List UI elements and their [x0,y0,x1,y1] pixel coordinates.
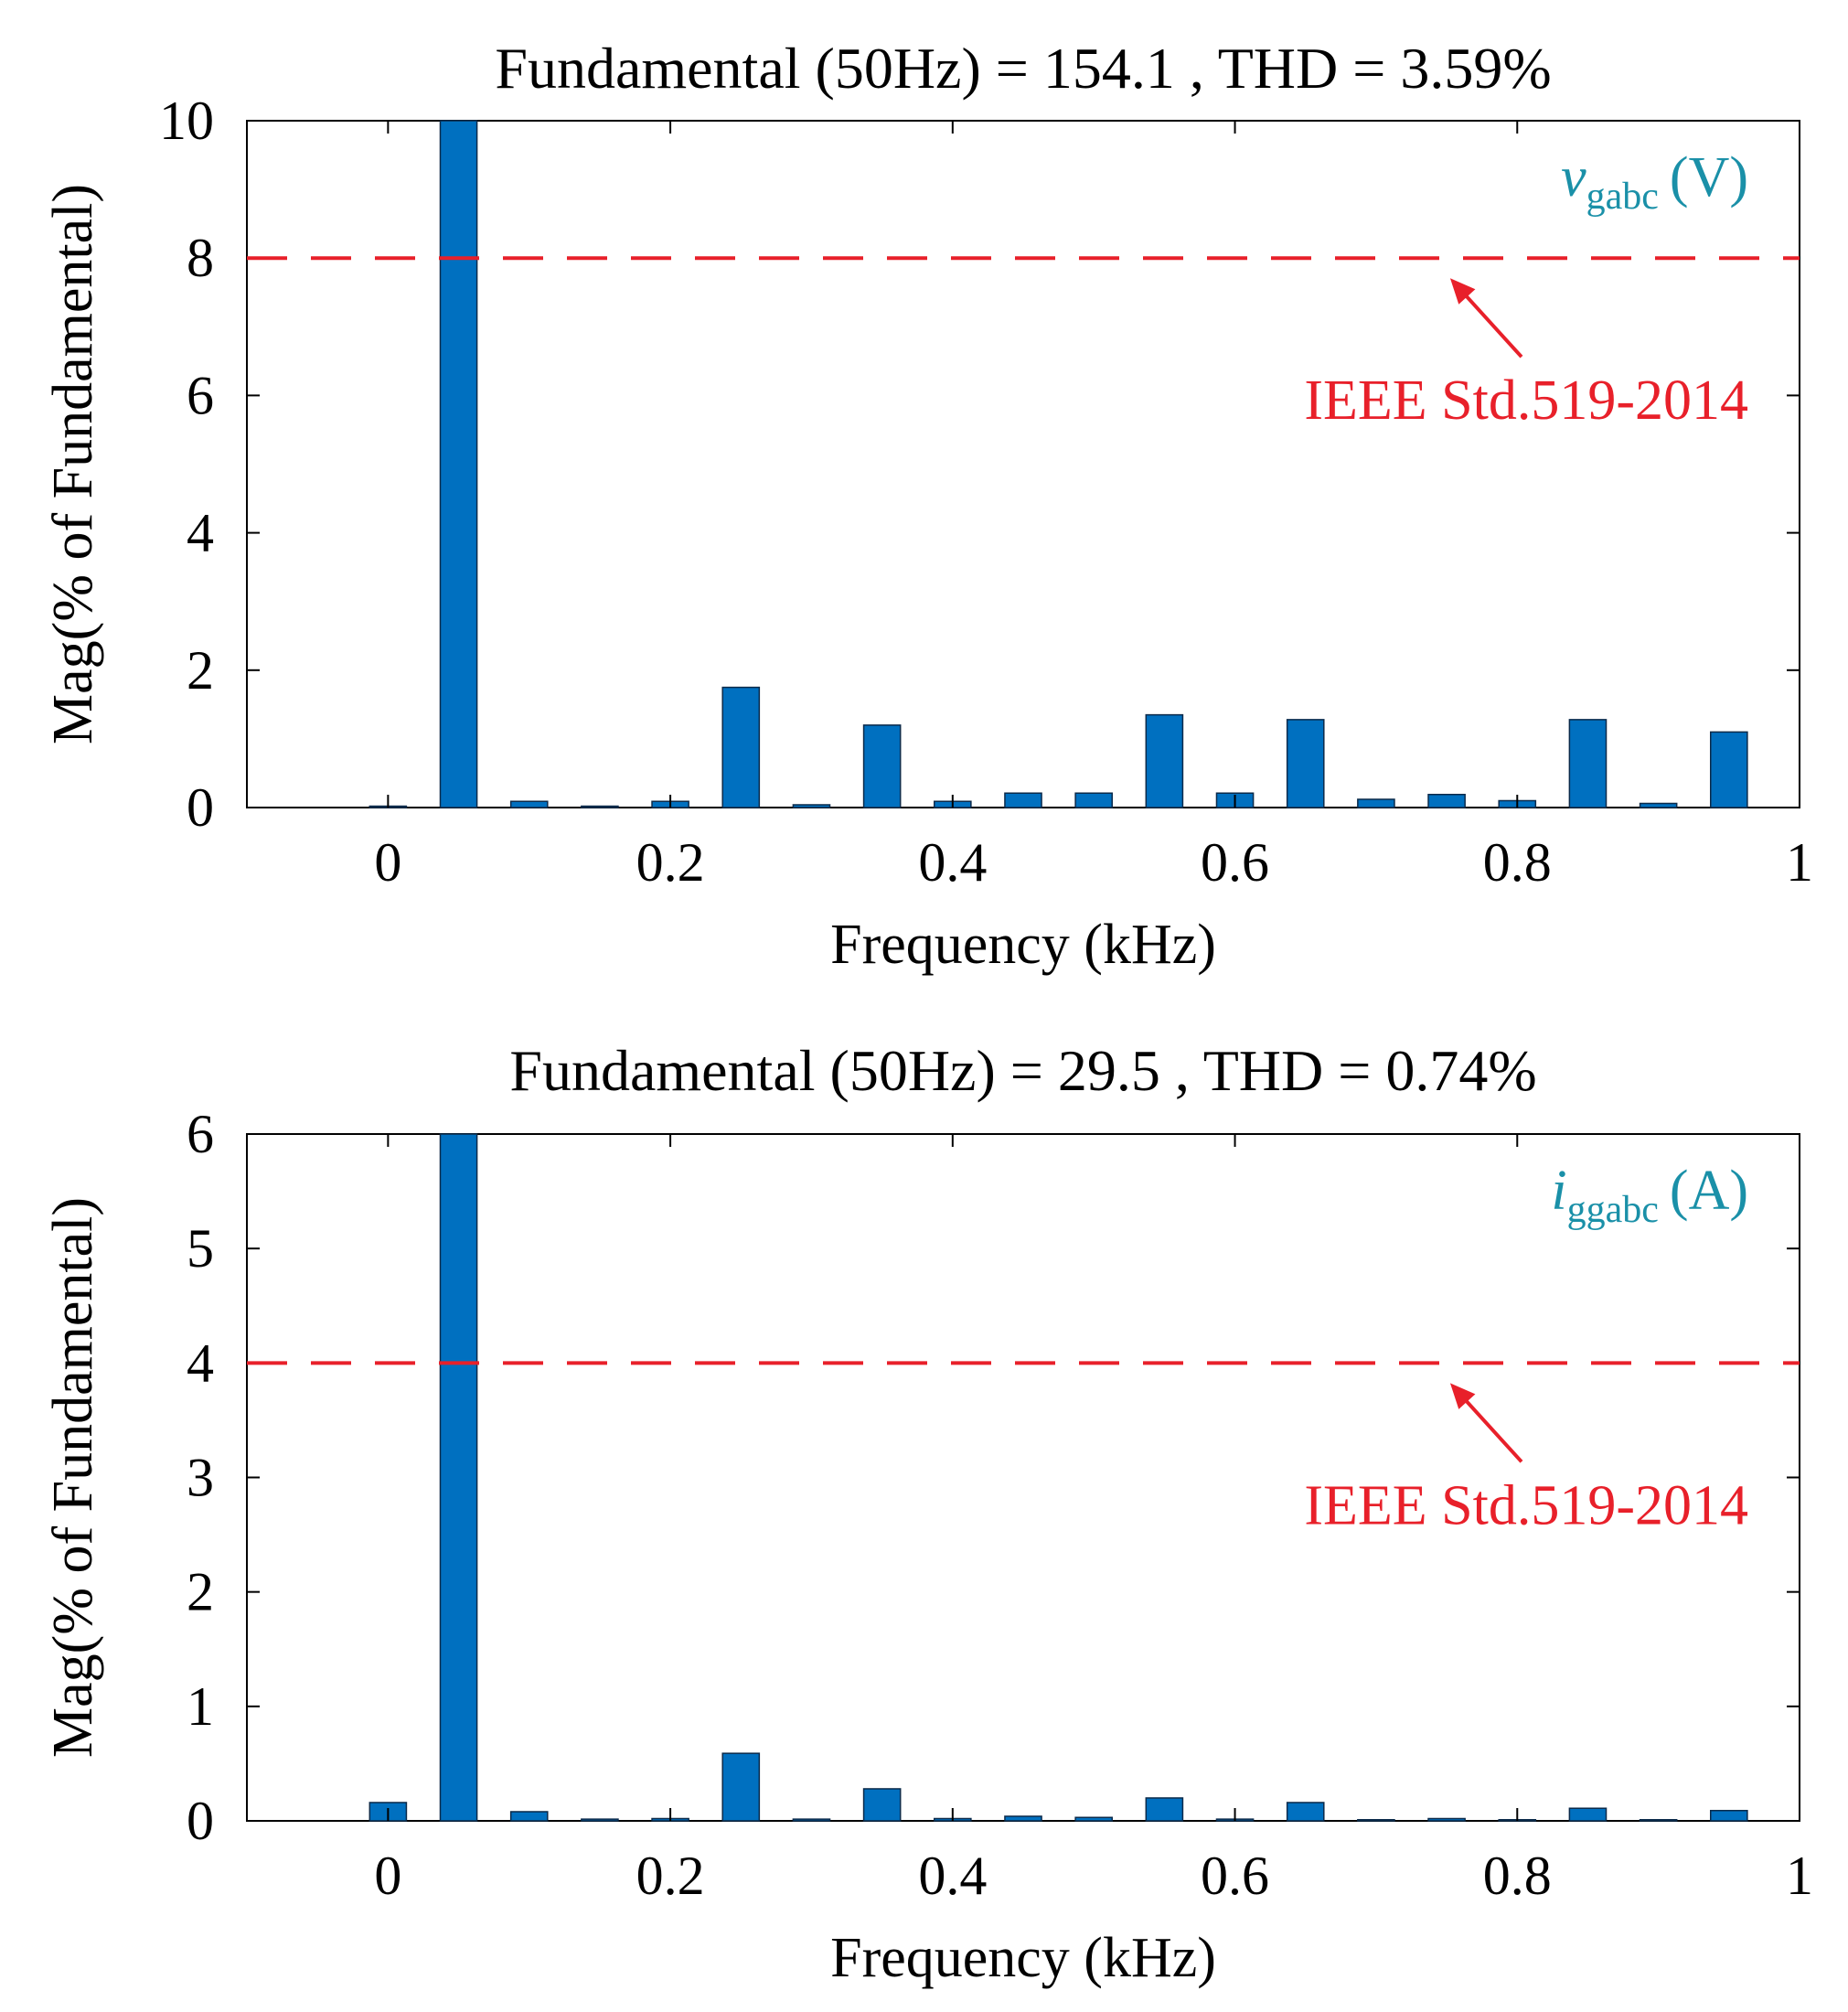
x-tick-label: 0.2 [636,832,705,893]
y-tick-label: 3 [187,1448,214,1508]
harmonic-bar [1639,802,1678,808]
x-tick-label: 0 [374,1846,401,1906]
harmonic-bar [1286,1802,1325,1822]
signal-label: iggabc (A) [1551,1160,1748,1231]
annotation-arrow-head [1449,1383,1476,1409]
y-axis-label: Mag(% of Fundamental) [42,184,104,744]
signal-symbol: i [1551,1160,1566,1222]
annotation-arrow-shaft [1456,284,1523,359]
annotation-arrow-head [1449,278,1476,305]
harmonic-bar [439,120,478,808]
x-tick-label: 0.6 [1201,1846,1269,1906]
x-tick-label: 0.4 [918,832,987,893]
chart-2: Fundamental (50Hz) = 29.5 , THD = 0.74% 0… [42,1038,1813,1989]
x-tick-label: 0.8 [1483,832,1552,893]
harmonic-bar [1427,793,1466,808]
plot-frame [246,120,1800,808]
signal-unit: (V) [1670,146,1748,209]
y-tick-label: 4 [187,1332,214,1393]
harmonic-bar [1074,792,1113,808]
ieee-standard-label: IEEE Std.519-2014 [1304,1474,1748,1536]
harmonic-bar [1286,719,1325,808]
y-tick-label: 0 [187,777,214,838]
harmonic-bar [721,686,761,808]
harmonic-bar [1004,792,1042,808]
y-tick-label: 8 [187,228,214,288]
y-tick-label: 6 [187,365,214,425]
harmonic-bar [1145,713,1184,808]
x-tick-label: 0.4 [918,1846,987,1906]
x-axis-label: Frequency (kHz) [830,1927,1216,1989]
y-tick-label: 5 [187,1218,214,1279]
harmonic-bar [1357,1818,1395,1822]
x-tick-label: 0.8 [1483,1846,1552,1906]
y-tick-label: 1 [187,1676,214,1737]
harmonic-bar [792,1818,831,1822]
harmonic-bar [721,1752,761,1822]
chart-1: Fundamental (50Hz) = 154.1 , THD = 3.59%… [42,36,1813,976]
y-axis-label: Mag(% of Fundamental) [42,1197,104,1758]
y-tick-label: 0 [187,1791,214,1851]
ieee-standard-label: IEEE Std.519-2014 [1304,369,1748,432]
x-tick-label: 0.2 [636,1846,705,1906]
harmonic-bar [1074,1816,1113,1822]
x-tick-label: 1 [1786,832,1813,893]
y-tick-label: 2 [187,1562,214,1622]
harmonic-bar [581,1818,619,1822]
harmonic-bar [862,724,902,808]
harmonic-bar [862,1788,902,1822]
x-tick-label: 1 [1786,1846,1813,1906]
harmonic-bar [1004,1815,1042,1822]
signal-subscript: gabc [1586,176,1659,218]
harmonic-bar [509,800,549,808]
signal-unit: (A) [1670,1160,1748,1222]
harmonic-bar [439,1133,478,1822]
harmonic-bar [509,1811,549,1822]
harmonic-bar [1639,1818,1678,1822]
chart-title: Fundamental (50Hz) = 29.5 , THD = 0.74% [509,1038,1536,1103]
x-tick-label: 0 [374,832,401,893]
harmonic-bar [1145,1797,1184,1822]
signal-subscript: ggabc [1567,1189,1659,1231]
y-tick-label: 10 [159,91,214,151]
harmonic-bar [581,805,619,808]
harmonic-bar [1357,798,1395,808]
harmonic-bar [1427,1817,1466,1822]
signal-symbol: v [1561,146,1586,209]
y-tick-label: 6 [187,1104,214,1164]
x-axis-label: Frequency (kHz) [830,914,1216,976]
y-tick-label: 4 [187,503,214,563]
harmonic-bar [1568,719,1608,808]
signal-label: vgabc (V) [1561,146,1748,218]
harmonic-bar [1568,1807,1608,1822]
harmonic-bar [1710,1809,1748,1822]
harmonic-bar [1710,731,1748,808]
y-tick-label: 2 [187,640,214,701]
x-tick-label: 0.6 [1201,832,1269,893]
chart-title: Fundamental (50Hz) = 154.1 , THD = 3.59% [495,36,1551,101]
annotation-arrow-shaft [1456,1389,1523,1463]
harmonic-bar [792,804,831,808]
